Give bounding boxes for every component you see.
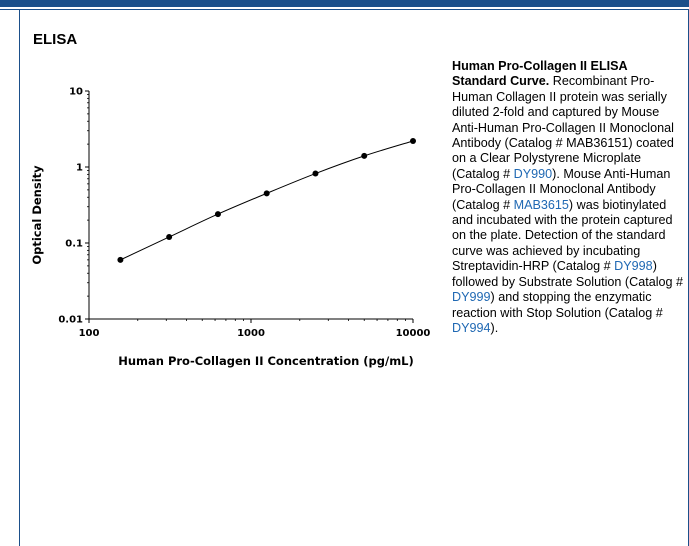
chart-axes (88, 91, 413, 320)
data-point (361, 152, 368, 159)
chart-ticks: 100 1000 10000 0.01 0.1 1 10 (58, 87, 430, 340)
y-tick-label: 0.1 (65, 239, 83, 250)
caption-text-1: Recombinant Pro-Human Collagen II protei… (452, 74, 674, 181)
catalog-link-dy999[interactable]: DY999 (452, 290, 491, 305)
catalog-link-dy998[interactable]: DY998 (614, 259, 653, 274)
top-banner-bar (0, 0, 689, 7)
caption-text-5: ) and stopping the enzymatic reaction wi… (452, 290, 663, 320)
y-tick-label: 0.01 (58, 315, 83, 326)
x-tick-label: 10000 (396, 328, 431, 339)
data-point (263, 190, 270, 197)
y-tick-label: 1 (76, 163, 83, 174)
section-title: ELISA (33, 31, 78, 48)
caption-text-2: ). Mouse Anti-Human Pro-Collagen II Mono… (452, 166, 671, 212)
x-tick-label: 100 (79, 328, 100, 339)
data-point (312, 170, 319, 177)
y-axis-label: Optical Density (30, 165, 44, 265)
caption-text-3: ) was biotinylated and incubated with th… (452, 197, 673, 274)
catalog-link-mab3615[interactable]: MAB3615 (513, 197, 569, 212)
caption-text-6: ). (490, 320, 499, 335)
x-tick-label: 1000 (237, 328, 265, 339)
standard-curve-chart: 100 1000 10000 0.01 0.1 1 10 Human Pro-Collage… (30, 87, 430, 369)
data-point (166, 233, 173, 240)
catalog-link-dy994[interactable]: DY994 (452, 320, 491, 335)
x-axis-label: Human Pro-Collagen II Concentration (pg/… (118, 354, 414, 368)
fit-curve (120, 140, 414, 261)
data-points (117, 137, 416, 263)
catalog-link-dy990[interactable]: DY990 (513, 166, 553, 181)
top-rule (0, 9, 689, 10)
left-border (19, 10, 20, 546)
data-point (214, 211, 221, 218)
y-tick-label: 10 (69, 87, 83, 98)
caption-text-4: ) followed by Substrate Solution (Catalo… (452, 259, 684, 289)
caption-title: Human Pro-Collagen II ELISA Standard Cur… (452, 59, 628, 89)
figure-caption: Human Pro-Collagen II ELISA Standard Cur… (452, 59, 684, 336)
data-point (117, 256, 124, 263)
data-point (410, 137, 416, 144)
